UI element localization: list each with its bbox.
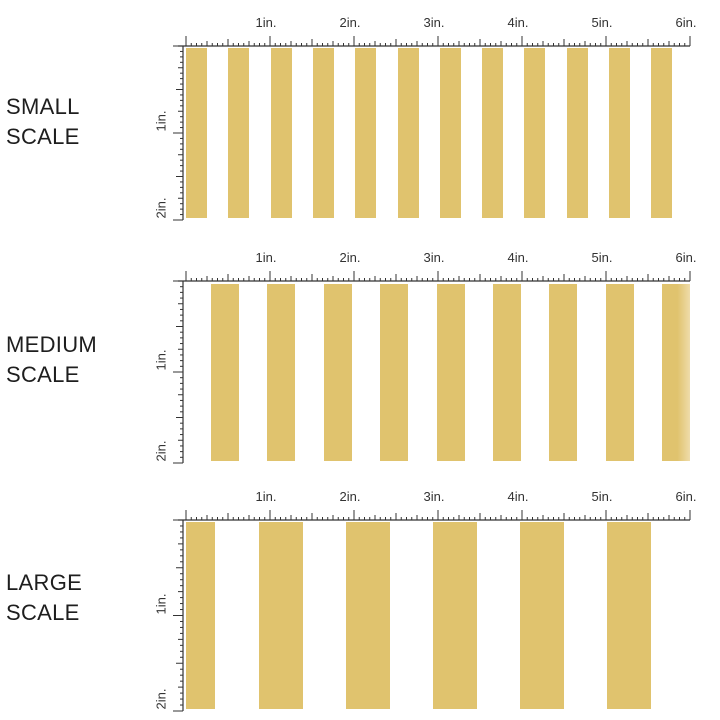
scale-label-line2: SCALE bbox=[6, 600, 80, 625]
ruler-label-horizontal: 1in. bbox=[255, 15, 277, 30]
ruler-label-horizontal: 2in. bbox=[339, 489, 361, 504]
scale-label-line2: SCALE bbox=[6, 124, 80, 149]
stripe-pattern bbox=[186, 522, 692, 709]
medium-scale-label: MEDIUM SCALE bbox=[6, 330, 97, 390]
ruler-label-horizontal: 1in. bbox=[255, 250, 277, 265]
ruler-label-vertical: 2in. bbox=[153, 688, 169, 710]
scale-label-line1: MEDIUM bbox=[6, 332, 98, 357]
ruler-label-horizontal: 6in. bbox=[675, 15, 697, 30]
stripe bbox=[651, 48, 673, 218]
ruler-label-horizontal: 3in. bbox=[423, 489, 445, 504]
stripe bbox=[228, 48, 250, 218]
ruler-label-horizontal: 5in. bbox=[591, 15, 613, 30]
stripe bbox=[323, 284, 352, 461]
stripe bbox=[267, 284, 296, 461]
ruler-label-horizontal: 2in. bbox=[339, 15, 361, 30]
stripe bbox=[186, 522, 215, 709]
small-scale-label: SMALL SCALE bbox=[6, 92, 80, 152]
stripe bbox=[549, 284, 578, 461]
ruler-label-horizontal: 6in. bbox=[675, 250, 697, 265]
stripe bbox=[312, 48, 334, 218]
stripe bbox=[524, 48, 546, 218]
stripe bbox=[186, 48, 207, 218]
ruler-label-horizontal: 6in. bbox=[675, 489, 697, 504]
stripe bbox=[609, 48, 630, 218]
ruler-label-vertical: 1in. bbox=[153, 593, 169, 614]
stripe bbox=[397, 48, 419, 218]
ruler-label-horizontal: 4in. bbox=[507, 250, 529, 265]
stripe bbox=[270, 48, 292, 218]
stripe bbox=[346, 522, 390, 709]
ruler-label-horizontal: 5in. bbox=[591, 250, 613, 265]
stripe bbox=[520, 522, 564, 709]
stripe bbox=[433, 522, 477, 709]
ruler-label-horizontal: 3in. bbox=[423, 15, 445, 30]
stripe-pattern bbox=[186, 284, 692, 461]
stripe bbox=[355, 48, 377, 218]
scale-label-line2: SCALE bbox=[6, 362, 80, 387]
stripe bbox=[211, 284, 239, 461]
ruler-label-horizontal: 5in. bbox=[591, 489, 613, 504]
stripe-pattern bbox=[186, 48, 692, 218]
stripe bbox=[607, 522, 651, 709]
stripe bbox=[493, 284, 521, 461]
large-scale-label: LARGE SCALE bbox=[6, 568, 82, 628]
stripe bbox=[259, 522, 303, 709]
stripe bbox=[662, 284, 691, 461]
scale-label-line1: SMALL bbox=[6, 94, 80, 119]
ruler-label-horizontal: 3in. bbox=[423, 250, 445, 265]
stripe bbox=[380, 284, 409, 461]
ruler-label-horizontal: 4in. bbox=[507, 15, 529, 30]
ruler-label-horizontal: 4in. bbox=[507, 489, 529, 504]
stripe bbox=[482, 48, 504, 218]
stripe bbox=[605, 284, 634, 461]
stripe bbox=[566, 48, 588, 218]
ruler-label-horizontal: 1in. bbox=[255, 489, 277, 504]
ruler-label-horizontal: 2in. bbox=[339, 250, 361, 265]
stripe bbox=[439, 48, 461, 218]
scale-label-line1: LARGE bbox=[6, 570, 83, 595]
stripe bbox=[436, 284, 465, 461]
